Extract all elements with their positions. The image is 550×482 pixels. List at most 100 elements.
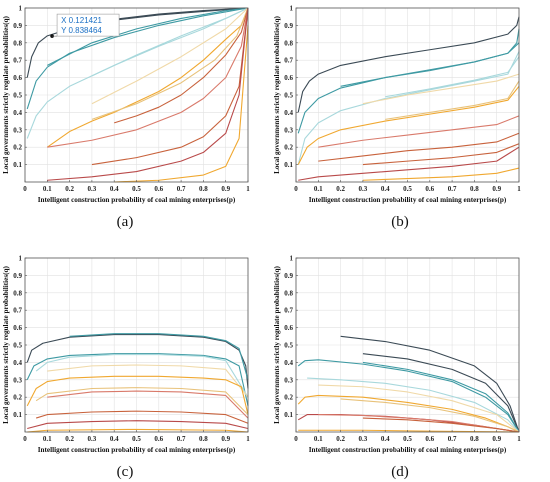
x-tick-label: 0.3 [359,435,368,443]
y-tick-label: 0.7 [284,57,293,65]
series-line-8 [47,390,249,419]
panel-label: (a) [117,214,134,230]
x-tick-label: 0.2 [65,435,74,443]
x-tick-label: 0.3 [88,435,97,443]
y-tick-label: 0.5 [13,342,22,350]
y-tick-label: 0.7 [13,307,22,315]
series-group [297,16,520,181]
y-tick-label: 0.6 [13,74,22,82]
x-tick-label: 0.6 [425,185,434,193]
y-tick-label: 0.6 [284,324,293,332]
series-line-14 [114,25,249,183]
chart-panel-b: 0 0.1 0.2 0.3 0.4 0.5 0.6 0.7 0.8 0.9 1 0.1 0.2 0.3 0.… [273,5,521,231]
x-axis-label: Intelligent construction probability of … [38,196,236,204]
y-axis-label: Local governments strictly regulate prob… [2,15,10,173]
x-tick-label: 0.8 [470,185,479,193]
y-tick-label: 0.7 [284,307,293,315]
y-tick-label: 0.9 [13,272,22,280]
x-tick-label: 0 [23,185,27,193]
x-tick-label: 0 [23,435,27,443]
series-line-7 [35,387,249,415]
y-axis-label: Local governments strictly regulate prob… [273,265,281,423]
y-tick-label: 0.6 [13,324,22,332]
y-tick-label: 0.8 [284,39,293,47]
series-line-7 [297,85,520,165]
x-tick-label: 0.5 [403,435,412,443]
series-line-10 [318,132,520,162]
x-tick-label: 0.4 [110,185,119,193]
y-tick-label: 0.8 [13,289,22,297]
series-line-4 [362,361,520,433]
series-line-3 [297,359,520,433]
series-line-3 [26,7,249,110]
x-tick-label: 0.5 [132,185,141,193]
x-tick-label: 0.1 [43,185,52,193]
x-tick-label: 0.9 [221,435,230,443]
y-tick-label: 1 [19,255,23,263]
x-tick-label: 0.1 [314,435,323,443]
series-line-4 [47,7,249,66]
x-tick-label: 0.4 [381,185,390,193]
panel-label: (c) [117,464,134,480]
x-tick-label: 0.2 [336,435,345,443]
y-tick-label: 0.1 [284,411,293,419]
series-group [297,335,520,433]
series-line-2 [362,353,520,433]
y-tick-label: 0.2 [13,144,22,152]
x-tick-label: 1 [246,435,250,443]
series-line-8 [340,398,520,433]
series-line-13 [47,7,249,181]
x-axis-label: Intelligent construction probability of … [309,196,507,204]
x-tick-label: 1 [517,435,521,443]
y-tick-label: 0.5 [284,92,293,100]
chart-panel-c: 0 0.1 0.2 0.3 0.4 0.5 0.6 0.7 0.8 0.9 1 0.1 0.2 0.3 0.… [2,255,250,481]
y-tick-label: 0.1 [13,411,22,419]
y-tick-label: 0.6 [284,74,293,82]
series-line-11 [362,143,520,166]
x-tick-label: 0.6 [154,185,163,193]
y-tick-label: 0.2 [13,394,22,402]
y-tick-label: 0.8 [13,39,22,47]
x-tick-label: 0.2 [336,185,345,193]
x-tick-label: 0.2 [65,185,74,193]
series-line-9 [91,7,249,120]
x-tick-label: 0.4 [110,435,119,443]
panel-label: (b) [391,214,409,230]
x-tick-label: 0.3 [359,185,368,193]
series-line-1 [297,16,520,113]
x-tick-label: 0 [294,435,298,443]
series-line-12 [298,146,520,181]
y-tick-label: 0.1 [13,161,22,169]
x-tick-label: 0.7 [448,435,457,443]
x-axis-label: Intelligent construction probability of … [38,446,236,454]
series-line-5 [307,377,520,433]
y-tick-label: 0.5 [13,92,22,100]
y-tick-label: 0.3 [13,126,22,134]
x-tick-label: 0.5 [132,435,141,443]
x-tick-label: 0 [294,185,298,193]
x-tick-label: 0.8 [470,435,479,443]
x-tick-label: 0.9 [221,185,230,193]
y-axis-label: Local governments strictly regulate prob… [273,15,281,173]
y-tick-label: 0.3 [13,376,22,384]
x-tick-label: 1 [246,185,250,193]
series-line-4 [297,51,520,165]
datatip-box [56,13,120,37]
x-tick-label: 0.7 [177,435,186,443]
series-line-6 [26,375,249,415]
x-tick-label: 0.9 [492,435,501,443]
series-line-11 [27,428,249,433]
series-line-13 [362,167,520,181]
series-line-5 [385,56,520,98]
series-line-8 [385,80,520,120]
y-tick-label: 0.5 [284,342,293,350]
x-tick-label: 0.6 [425,435,434,443]
series-line-3 [26,353,249,407]
series-line-10 [114,7,249,124]
series-line-11 [362,417,520,433]
series-line-11 [47,7,249,148]
datatip-y-text: Y 0.838464 [61,26,102,35]
y-tick-label: 0.8 [284,289,293,297]
